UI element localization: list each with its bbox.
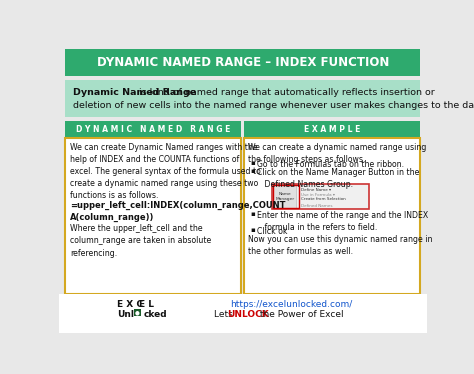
FancyBboxPatch shape	[273, 185, 296, 208]
Text: =upper_left_cell:INDEX(column_range,COUNT
A(column_range)): =upper_left_cell:INDEX(column_range,COUN…	[70, 201, 286, 222]
Text: Click on the Name Manager Button in the
   Defined Names Group.: Click on the Name Manager Button in the …	[257, 168, 419, 189]
Text: E L: E L	[139, 300, 154, 309]
Text: Dynamic Named Range: Dynamic Named Range	[73, 88, 196, 97]
Text: ▪: ▪	[251, 227, 255, 233]
Text: Defined Names: Defined Names	[301, 203, 333, 208]
FancyBboxPatch shape	[245, 138, 420, 294]
Text: ▪: ▪	[251, 168, 255, 174]
Text: ▪: ▪	[251, 211, 255, 217]
Text: Lets: Lets	[214, 310, 236, 319]
Text: E X C: E X C	[118, 300, 143, 309]
FancyBboxPatch shape	[134, 309, 141, 316]
Text: D Y N A M I C   N A M E D   R A N G E: D Y N A M I C N A M E D R A N G E	[76, 125, 230, 134]
Text: Unl: Unl	[118, 310, 134, 319]
FancyBboxPatch shape	[65, 138, 241, 294]
FancyBboxPatch shape	[65, 49, 420, 76]
Text: https://excelunlocked.com/: https://excelunlocked.com/	[230, 300, 352, 309]
FancyBboxPatch shape	[59, 294, 427, 333]
FancyBboxPatch shape	[65, 121, 241, 138]
Text: Enter the name of the range and the INDEX
   formula in the refers to field.: Enter the name of the range and the INDE…	[257, 211, 428, 232]
FancyBboxPatch shape	[65, 80, 420, 117]
Text: We can create a dynamic named range using
the following steps as follows.: We can create a dynamic named range usin…	[248, 142, 427, 164]
Text: Use in Formula ▾: Use in Formula ▾	[301, 193, 335, 197]
Text: DYNAMIC NAMED RANGE – INDEX FUNCTION: DYNAMIC NAMED RANGE – INDEX FUNCTION	[97, 56, 389, 69]
Text: Now you can use this dynamic named range in
the other formulas as well.: Now you can use this dynamic named range…	[248, 235, 433, 256]
Text: Define Name ▾: Define Name ▾	[301, 188, 331, 192]
Text: Click ok: Click ok	[257, 227, 287, 236]
Text: Where the upper_left_cell and the
column_range are taken in absolute
referencing: Where the upper_left_cell and the column…	[70, 224, 211, 258]
Text: Create from Selection: Create from Selection	[301, 197, 346, 201]
Text: ●: ●	[135, 310, 139, 315]
Text: E X A M P L E: E X A M P L E	[304, 125, 361, 134]
Text: is kind of named range that automatically reflects insertion or
deletion of new : is kind of named range that automaticall…	[73, 88, 474, 110]
FancyBboxPatch shape	[245, 121, 420, 138]
Text: cked: cked	[144, 310, 167, 319]
Text: We can create Dynamic Named ranges with the
help of INDEX and the COUNTA functio: We can create Dynamic Named ranges with …	[70, 142, 261, 200]
Text: UNLOCK: UNLOCK	[227, 310, 268, 319]
Text: ▪: ▪	[251, 160, 255, 166]
Text: Go to the Formulas tab on the ribbon.: Go to the Formulas tab on the ribbon.	[257, 160, 404, 169]
FancyBboxPatch shape	[273, 184, 369, 209]
Text: the Power of Excel: the Power of Excel	[257, 310, 344, 319]
Text: Name
Manager: Name Manager	[275, 192, 294, 201]
